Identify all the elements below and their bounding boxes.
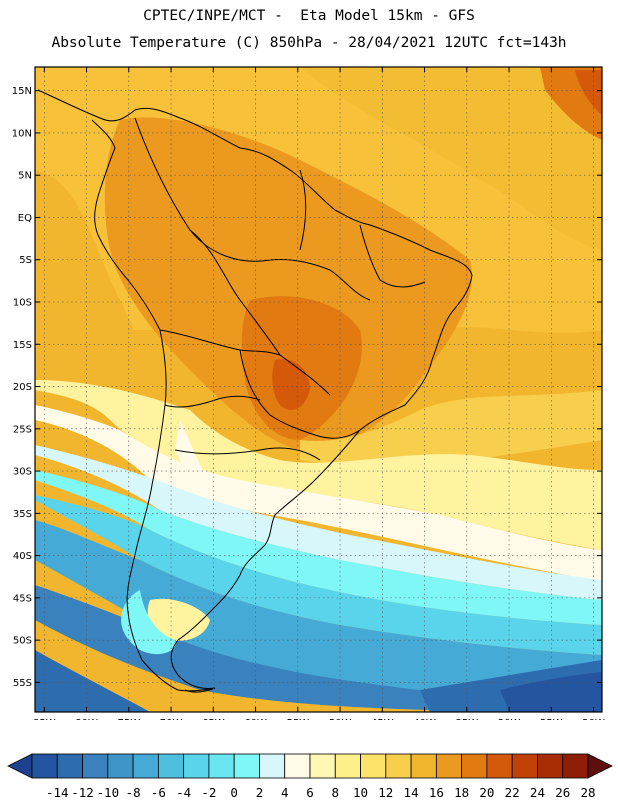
lat-label: 40S — [13, 551, 32, 562]
colorbar-cell — [360, 753, 387, 779]
colorbar-label: 20 — [479, 785, 494, 800]
colorbar-cell — [511, 753, 538, 779]
colorbar-label: 16 — [429, 785, 444, 800]
lat-label: 55S — [13, 678, 32, 689]
colorbar-cell — [157, 753, 185, 779]
colorbar-label: 24 — [530, 785, 545, 800]
map-frame — [34, 66, 603, 713]
title-line-1: CPTEC/INPE/MCT - Eta Model 15km - GFS — [143, 8, 475, 24]
lon-label: 55W — [286, 718, 309, 720]
lon-label: 45W — [371, 718, 394, 720]
colorbar-cell — [385, 753, 412, 779]
lon-label: 30W — [498, 718, 521, 720]
lat-label: 20S — [13, 382, 32, 393]
colorbar-label: 10 — [353, 785, 368, 800]
lon-label: 35W — [455, 718, 478, 720]
colorbar-cell — [435, 753, 463, 779]
colorbar-cell — [208, 753, 235, 779]
colorbar-cell — [537, 753, 564, 779]
lon-label: 75W — [117, 718, 140, 720]
lat-label: 10N — [12, 128, 32, 139]
colorbar-labels: -14 -12 -10 -8 -6 -4 -2 0 2 4 6 8 10 12 14 16 18 20 22 24 26… — [46, 785, 596, 800]
lat-label: 5N — [18, 171, 32, 182]
colorbar-cell — [107, 753, 134, 779]
colorbar-cell — [183, 753, 210, 779]
colorbar-cell — [562, 753, 589, 779]
colorbar-label: 26 — [555, 785, 570, 800]
colorbar-label: 14 — [404, 785, 419, 800]
colorbar-cell — [56, 753, 83, 779]
lat-label: 30S — [13, 467, 32, 478]
longitude-labels: 85W 80W 75W 70W 65W 60W 55W 50W 45W 40W 35W 30W 25W 2… — [33, 718, 605, 720]
colorbar-label: 28 — [580, 785, 595, 800]
lon-label: 20W — [582, 718, 605, 720]
colorbar-label: 8 — [332, 785, 340, 800]
colorbar-cells — [7, 753, 613, 779]
colorbar-label: 0 — [230, 785, 238, 800]
title-line-2: Absolute Temperature (C) 850hPa - 28/04/… — [51, 35, 567, 51]
lat-label: 35S — [13, 509, 32, 520]
colorbar-label: -14 — [46, 785, 69, 800]
colorbar-label: 2 — [256, 785, 264, 800]
latitude-labels: 15N 10N 5N EQ 5S 10S 15S 20S 25S 30S 35S 40S 45S 50S 5… — [12, 86, 32, 689]
colorbar-label: -6 — [151, 785, 166, 800]
lon-label: 60W — [244, 718, 267, 720]
axis-ticks — [35, 67, 602, 712]
colorbar-label: -8 — [126, 785, 141, 800]
colorbar-cell — [486, 753, 513, 779]
lon-label: 40W — [413, 718, 436, 720]
lat-label: 10S — [13, 298, 32, 309]
colorbar-label: -2 — [201, 785, 216, 800]
lat-label: EQ — [18, 213, 32, 224]
colorbar-label: 6 — [306, 785, 314, 800]
lat-label: 15N — [12, 86, 32, 97]
coastline-borders — [37, 89, 473, 693]
lat-label: 25S — [13, 424, 32, 435]
colorbar-cell — [284, 753, 311, 779]
lat-label: 15S — [13, 340, 32, 351]
lat-label: 45S — [13, 593, 32, 604]
lon-label: 25W — [540, 718, 563, 720]
colorbar-cell — [461, 753, 488, 779]
colorbar-label: 22 — [505, 785, 520, 800]
colorbar-max-arrow — [587, 753, 613, 779]
colorbar-label: -4 — [176, 785, 191, 800]
colorbar-label: 4 — [281, 785, 289, 800]
colorbar-cell — [309, 753, 336, 779]
temperature-field — [35, 67, 602, 712]
colorbar-label: 18 — [454, 785, 469, 800]
colorbar-cell — [410, 753, 437, 779]
colorbar-min-arrow — [7, 753, 33, 779]
lat-label: 50S — [13, 636, 32, 647]
lon-label: 70W — [160, 718, 183, 720]
lon-label: 80W — [75, 718, 98, 720]
lon-label: 50W — [329, 718, 352, 720]
colorbar-cell — [334, 753, 361, 779]
temperature-map: 15N 10N 5N EQ 5S 10S 15S 20S 25S 30S 35S 40S 45S 50S 5… — [12, 66, 605, 720]
colorbar-label: -10 — [97, 785, 120, 800]
colorbar-cell — [82, 753, 109, 779]
colorbar-label: -12 — [71, 785, 94, 800]
colorbar-cell — [233, 753, 260, 779]
colorbar-cell — [132, 753, 159, 779]
colorbar-label: 12 — [378, 785, 393, 800]
lon-label: 65W — [202, 718, 225, 720]
grid-lines — [35, 67, 602, 712]
lat-label: 5S — [19, 255, 32, 266]
colorbar-cell — [31, 753, 58, 779]
lon-label: 85W — [33, 718, 56, 720]
colorbar-cell — [259, 753, 286, 779]
